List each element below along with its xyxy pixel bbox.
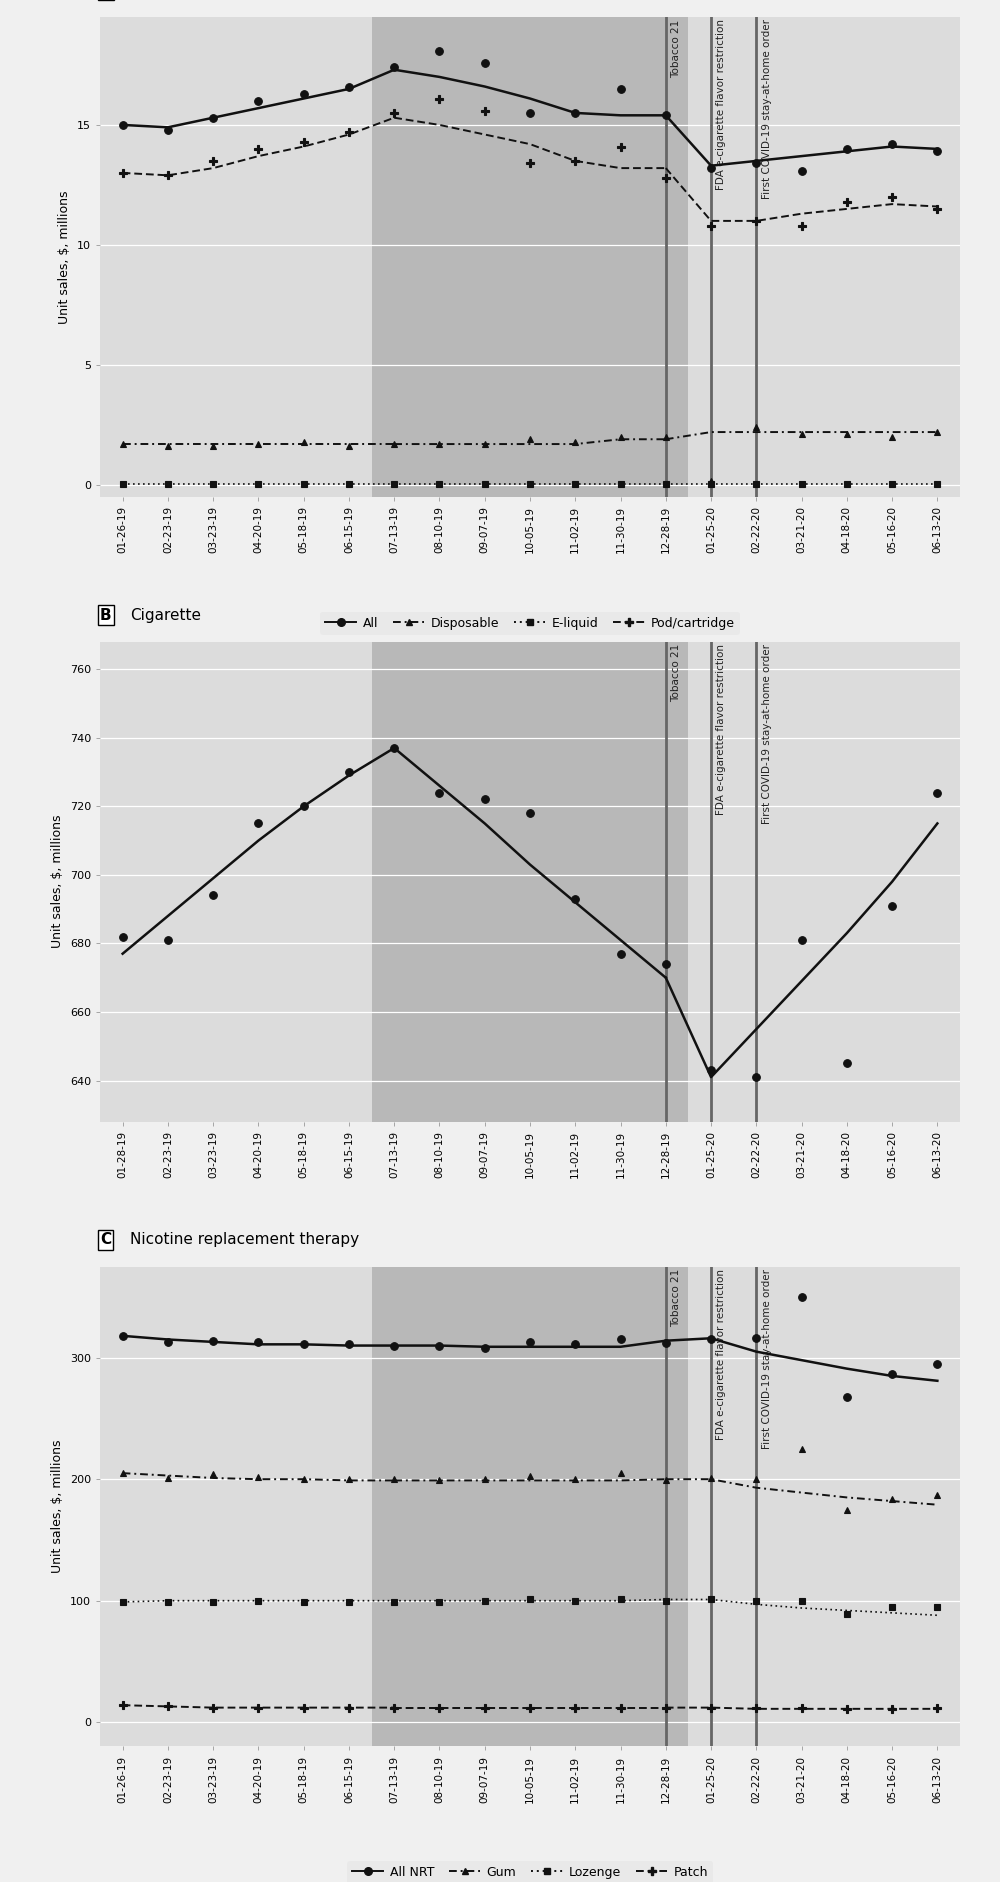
Text: C: C xyxy=(100,1233,111,1248)
Y-axis label: Unit sales, $, millions: Unit sales, $, millions xyxy=(51,815,64,949)
Bar xyxy=(372,1267,688,1746)
Legend: All, Disposable, E-liquid, Pod/cartridge: All, Disposable, E-liquid, Pod/cartridge xyxy=(320,612,740,634)
Legend: All NRT, Gum, Lozenge, Patch: All NRT, Gum, Lozenge, Patch xyxy=(347,1861,713,1882)
Text: FDA e-cigarette flavor restriction: FDA e-cigarette flavor restriction xyxy=(716,19,726,190)
Bar xyxy=(372,642,688,1122)
Text: First COVID-19 stay-at-home order: First COVID-19 stay-at-home order xyxy=(762,1268,772,1449)
Text: Nicotine replacement therapy: Nicotine replacement therapy xyxy=(130,1233,359,1248)
Text: FDA e-cigarette flavor restriction: FDA e-cigarette flavor restriction xyxy=(716,644,726,815)
Text: B: B xyxy=(100,608,112,623)
Text: Tobacco 21: Tobacco 21 xyxy=(671,1268,681,1327)
Text: First COVID-19 stay-at-home order: First COVID-19 stay-at-home order xyxy=(762,19,772,199)
Text: Tobacco 21: Tobacco 21 xyxy=(671,644,681,702)
Text: Cigarette: Cigarette xyxy=(130,608,201,623)
Y-axis label: Unit sales, $, millions: Unit sales, $, millions xyxy=(51,1440,64,1573)
Text: FDA e-cigarette flavor restriction: FDA e-cigarette flavor restriction xyxy=(716,1268,726,1440)
Text: Tobacco 21: Tobacco 21 xyxy=(671,19,681,77)
Text: First COVID-19 stay-at-home order: First COVID-19 stay-at-home order xyxy=(762,644,772,824)
Bar xyxy=(372,17,688,497)
Y-axis label: Unit sales, $, millions: Unit sales, $, millions xyxy=(58,190,71,324)
